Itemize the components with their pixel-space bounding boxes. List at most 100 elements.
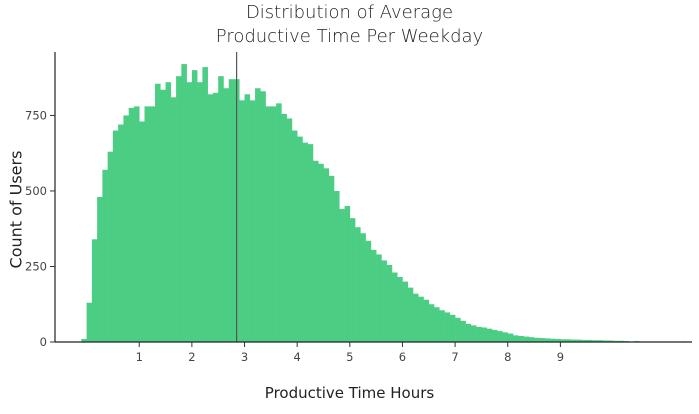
histogram-bar [439,310,445,342]
histogram-bar [518,335,524,342]
histogram-bar [539,338,545,342]
histogram-bar [513,335,519,342]
histogram-bar [365,240,372,342]
chart-title-line-1: Distribution of Average [245,2,454,23]
histogram-bar [444,312,451,342]
histogram-bar [239,100,245,342]
histogram-bar [155,83,161,342]
histogram-bar [591,340,598,342]
histogram-bar [191,70,198,343]
histogram-bar [470,325,477,342]
histogram-bar [428,304,435,342]
histogram-bar [344,206,351,342]
histogram-bar [112,130,119,342]
histogram-bar [602,340,609,342]
histogram-bar [107,151,114,342]
histogram-bar [123,115,129,342]
chart-title-line-2: Productive Time Per Weekday [215,26,484,47]
histogram-bar [91,239,98,342]
histogram-bar [581,339,588,342]
histogram-bar [270,106,277,343]
histogram-bar [160,89,166,342]
x-tick-label: 6 [399,350,406,364]
x-tick-label: 5 [346,350,353,364]
histogram-bar [418,296,424,342]
histogram-bar [102,169,108,342]
histogram-bar [434,307,440,342]
histogram-bar [97,197,103,342]
histogram-bar [523,336,530,342]
histogram-bar [528,337,535,342]
histogram-bar [139,121,145,342]
histogram-bar [144,106,151,343]
histogram-bar [276,103,282,342]
histogram-bar [576,339,582,342]
histogram-bar [360,233,366,342]
histogram-bar [613,340,619,342]
histogram-bar [334,190,340,342]
histogram-bar [228,79,235,342]
histogram-bar [291,130,298,342]
histogram-bar [265,106,272,343]
histogram-bar [286,118,293,343]
histogram-bar [481,327,487,342]
histogram-bar [128,107,135,342]
histogram-bar [202,67,208,342]
histogram-bar [302,142,308,343]
histogram-bar [544,338,551,343]
histogram-bar [570,339,577,342]
histogram-bar [133,106,140,343]
histogram-bar [170,97,177,342]
histogram-bar [355,227,361,342]
x-tick-label: 9 [557,350,564,364]
histogram-bar [607,340,614,342]
x-tick-label: 2 [188,350,195,364]
histogram-bar [497,331,503,343]
histogram-bar [381,260,387,342]
x-tick-label: 1 [136,350,143,364]
x-tick-label: 3 [241,350,248,364]
histogram-bar [318,163,324,342]
histogram-bar [507,333,514,342]
x-axis-label: Productive Time Hours [264,384,435,402]
histogram-bar [249,100,256,342]
histogram-bar [349,218,356,342]
histogram-bar [502,332,509,342]
y-tick-label: 500 [25,184,47,198]
histogram-bar [312,160,319,342]
histogram-bar [412,293,419,342]
histogram-bar [186,82,193,343]
histogram-bar [449,314,456,342]
histogram-bar [81,338,87,342]
histogram-bar [402,281,409,342]
histogram-bar [597,340,603,342]
histogram-bar [586,339,593,342]
histogram-bar [465,323,472,343]
histogram-bar [86,302,93,342]
histogram-bar [476,326,482,342]
histogram-bar [555,338,561,342]
x-tick-label: 4 [294,350,301,364]
histogram-bar [455,317,461,342]
histogram-bar [165,82,172,343]
histogram-bar [307,144,314,342]
histogram-bar [260,91,266,343]
histogram-bar [212,92,219,342]
x-tick-label: 8 [504,350,511,364]
histogram-bar [176,76,182,343]
histogram-bar [223,88,230,342]
y-tick-label: 750 [25,108,47,122]
histogram-bar [618,340,624,342]
histogram-bar [560,339,566,342]
histogram-bar [197,82,203,343]
histogram-bar [549,338,556,342]
histogram-bar [460,320,466,342]
y-tick-label: 250 [25,259,47,273]
histogram-bar [423,299,430,342]
histogram-bar [565,339,572,342]
histogram-bar [244,94,251,342]
y-tick-label: 0 [40,335,47,349]
histogram-bar [149,106,156,343]
histogram-bar [370,249,377,342]
